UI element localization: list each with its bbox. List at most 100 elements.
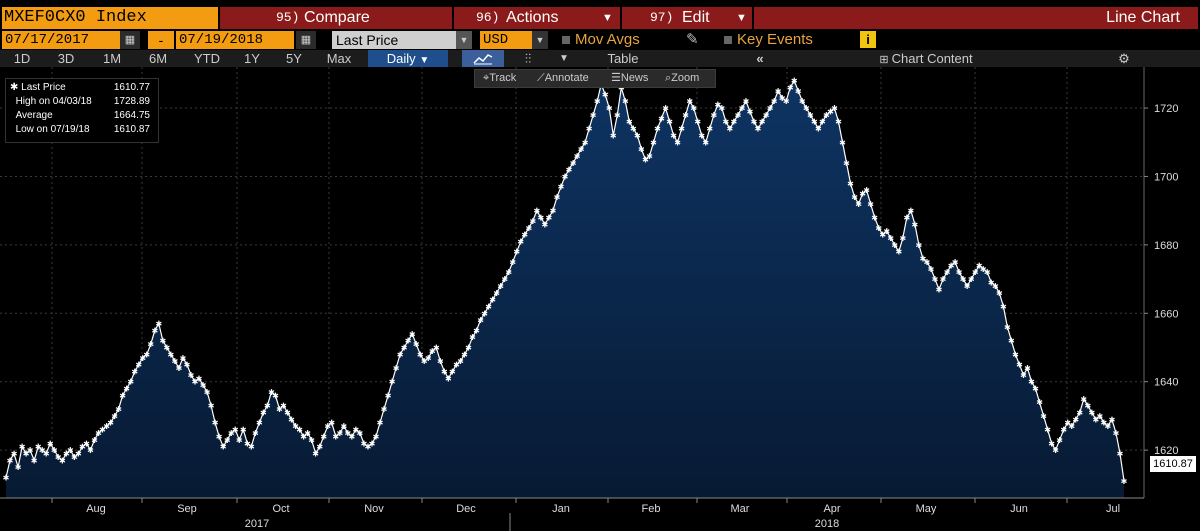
period-button-1m[interactable]: 1M <box>102 51 122 66</box>
data-point: ✱ <box>43 450 50 459</box>
data-point: ✱ <box>71 453 78 462</box>
data-point: ✱ <box>256 419 263 428</box>
data-point: ✱ <box>83 439 90 448</box>
edit-number: 97) <box>650 10 674 25</box>
x-tick-label: Jul <box>1106 503 1120 515</box>
data-point: ✱ <box>984 268 991 277</box>
track-tool[interactable]: ⌖ Track <box>483 70 516 87</box>
legend-last-value: 1610.77 <box>113 82 150 93</box>
data-point: ✱ <box>39 446 46 455</box>
chevron-down-icon[interactable]: ▼ <box>559 53 569 64</box>
data-point: ✱ <box>827 107 834 116</box>
actions-button[interactable]: 96) Actions ▼ <box>454 7 620 29</box>
chart-tools-bar: ⌖ Track ⟋ Annotate ☰ News ⌕ Zoom <box>474 69 716 88</box>
data-point: ✱ <box>513 248 520 257</box>
pencil-icon[interactable]: ✎ <box>686 31 699 48</box>
chart-content-icon: ⊞ <box>879 54 892 66</box>
table-view-button[interactable]: Table <box>590 50 656 67</box>
data-point: ✱ <box>803 104 810 113</box>
line-chart-icon[interactable] <box>462 50 504 67</box>
period-button-max[interactable]: Max <box>326 51 352 66</box>
period-button-6m[interactable]: 6M <box>148 51 168 66</box>
data-point: ✱ <box>960 275 967 284</box>
data-point: ✱ <box>1068 422 1075 431</box>
chart-content-button[interactable]: ⊞ Chart Content <box>856 50 996 67</box>
data-point: ✱ <box>525 224 532 233</box>
mov-avgs-toggle[interactable]: Mov Avgs <box>562 31 640 49</box>
data-point: ✱ <box>642 155 649 164</box>
data-point: ✱ <box>107 419 114 428</box>
price-chart[interactable]: ✱✱✱✱✱✱✱✱✱✱✱✱✱✱✱✱✱✱✱✱✱✱✱✱✱✱✱✱✱✱✱✱✱✱✱✱✱✱✱✱… <box>0 67 1200 531</box>
quote-strip <box>0 0 1200 7</box>
data-point: ✱ <box>316 443 323 452</box>
security-ticker-field[interactable]: MXEF0CX0 Index <box>2 7 218 29</box>
data-point: ✱ <box>992 282 999 291</box>
period-button-1y[interactable]: 1Y <box>244 51 260 66</box>
price-field-select[interactable]: Last Price <box>332 31 456 49</box>
period-button-5y[interactable]: 5Y <box>286 51 302 66</box>
y-tick-label: 1660 <box>1154 308 1178 320</box>
gear-icon[interactable]: ⚙ <box>1118 51 1130 66</box>
data-point: ✱ <box>139 354 146 363</box>
data-point: ✱ <box>111 412 118 421</box>
calendar-icon[interactable]: ▦ <box>296 31 316 49</box>
data-point: ✱ <box>903 214 910 223</box>
collapse-icon[interactable]: « <box>756 51 764 66</box>
frequency-select[interactable]: Daily ▼ <box>368 50 448 67</box>
data-point: ✱ <box>1004 323 1011 332</box>
data-point: ✱ <box>811 118 818 127</box>
calendar-icon[interactable]: ▦ <box>120 31 140 49</box>
data-point: ✱ <box>216 432 223 441</box>
data-point: ✱ <box>694 118 701 127</box>
info-icon[interactable]: i <box>860 31 876 48</box>
period-button-3d[interactable]: 3D <box>57 51 75 66</box>
data-point: ✱ <box>184 361 191 370</box>
chart-legend[interactable]: ✱ Last Price 1610.77 High on 04/03/18 1728… <box>5 78 159 143</box>
data-point: ✱ <box>147 340 154 349</box>
news-tool[interactable]: ☰ News <box>611 70 648 87</box>
data-point: ✱ <box>863 186 870 195</box>
legend-low: Low on 07/19/18 1610.87 <box>10 123 154 136</box>
data-point: ✱ <box>481 309 488 318</box>
data-point: ✱ <box>718 104 725 113</box>
data-point: ✱ <box>578 145 585 154</box>
data-point: ✱ <box>489 296 496 305</box>
currency-select[interactable]: USD <box>480 31 532 49</box>
data-point: ✱ <box>409 330 416 339</box>
data-point: ✱ <box>11 450 18 459</box>
edit-label: Edit <box>682 9 710 26</box>
x-tick-label: Mar <box>731 503 750 515</box>
chevron-down-icon[interactable]: ▼ <box>532 31 548 49</box>
key-events-toggle[interactable]: Key Events <box>724 31 813 49</box>
zoom-tool[interactable]: ⌕ Zoom <box>665 70 699 87</box>
chevron-down-icon[interactable]: ▼ <box>456 31 472 49</box>
edit-button[interactable]: 97) Edit ▼ <box>622 7 752 29</box>
data-point: ✱ <box>373 432 380 441</box>
candlestick-icon[interactable]: ⫶⫶ <box>524 51 532 66</box>
data-point: ✱ <box>1040 412 1047 421</box>
data-point: ✱ <box>99 426 106 435</box>
data-point: ✱ <box>795 87 802 96</box>
data-point: ✱ <box>783 97 790 106</box>
legend-low-label: Low on 07/19/18 <box>15 124 90 135</box>
data-point: ✱ <box>312 450 319 459</box>
data-point: ✱ <box>59 456 66 465</box>
annotate-tool[interactable]: ⟋ Annotate <box>537 70 589 87</box>
period-toolbar <box>0 50 1200 67</box>
data-point: ✱ <box>405 337 412 346</box>
compare-button[interactable]: 95) Compare <box>220 7 452 29</box>
data-point: ✱ <box>767 104 774 113</box>
x-tick-label: Aug <box>86 503 106 515</box>
data-point: ✱ <box>980 265 987 274</box>
data-point: ✱ <box>336 429 343 438</box>
start-date-field[interactable]: 07/17/2017 <box>2 31 120 49</box>
data-point: ✱ <box>1008 337 1015 346</box>
period-button-ytd[interactable]: YTD <box>194 51 220 66</box>
chevron-down-icon: ▼ <box>736 12 747 24</box>
data-point: ✱ <box>755 125 762 134</box>
data-point: ✱ <box>135 361 142 370</box>
data-point: ✱ <box>759 118 766 127</box>
end-date-field[interactable]: 07/19/2018 <box>176 31 294 49</box>
period-button-1d[interactable]: 1D <box>13 51 31 66</box>
data-point: ✱ <box>831 104 838 113</box>
